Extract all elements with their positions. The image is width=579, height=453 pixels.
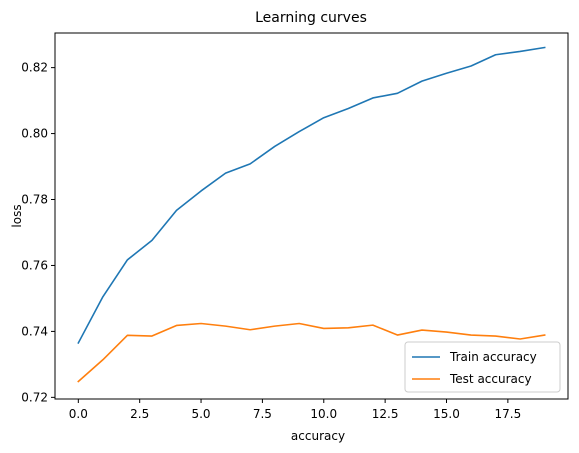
- x-tick-label: 12.5: [372, 407, 399, 421]
- y-axis-label: loss: [10, 204, 24, 227]
- legend-label-test: Test accuracy: [449, 372, 532, 386]
- x-tick-label: 10.0: [310, 407, 337, 421]
- y-tick-label: 0.76: [21, 258, 48, 272]
- x-tick-label: 5.0: [191, 407, 210, 421]
- y-tick-label: 0.82: [21, 61, 48, 75]
- x-tick-label: 2.5: [130, 407, 149, 421]
- x-axis-label: accuracy: [291, 429, 345, 443]
- x-tick-label: 17.5: [495, 407, 522, 421]
- legend-label-train: Train accuracy: [449, 350, 537, 364]
- x-tick-label: 15.0: [433, 407, 460, 421]
- x-tick-label: 0.0: [69, 407, 88, 421]
- y-tick-label: 0.80: [21, 127, 48, 141]
- y-tick-label: 0.72: [21, 390, 48, 404]
- chart-title: Learning curves: [255, 10, 367, 26]
- y-tick-label: 0.78: [21, 193, 48, 207]
- x-tick-label: 7.5: [253, 407, 272, 421]
- legend: Train accuracy Test accuracy: [405, 342, 560, 392]
- y-tick-label: 0.74: [21, 324, 48, 338]
